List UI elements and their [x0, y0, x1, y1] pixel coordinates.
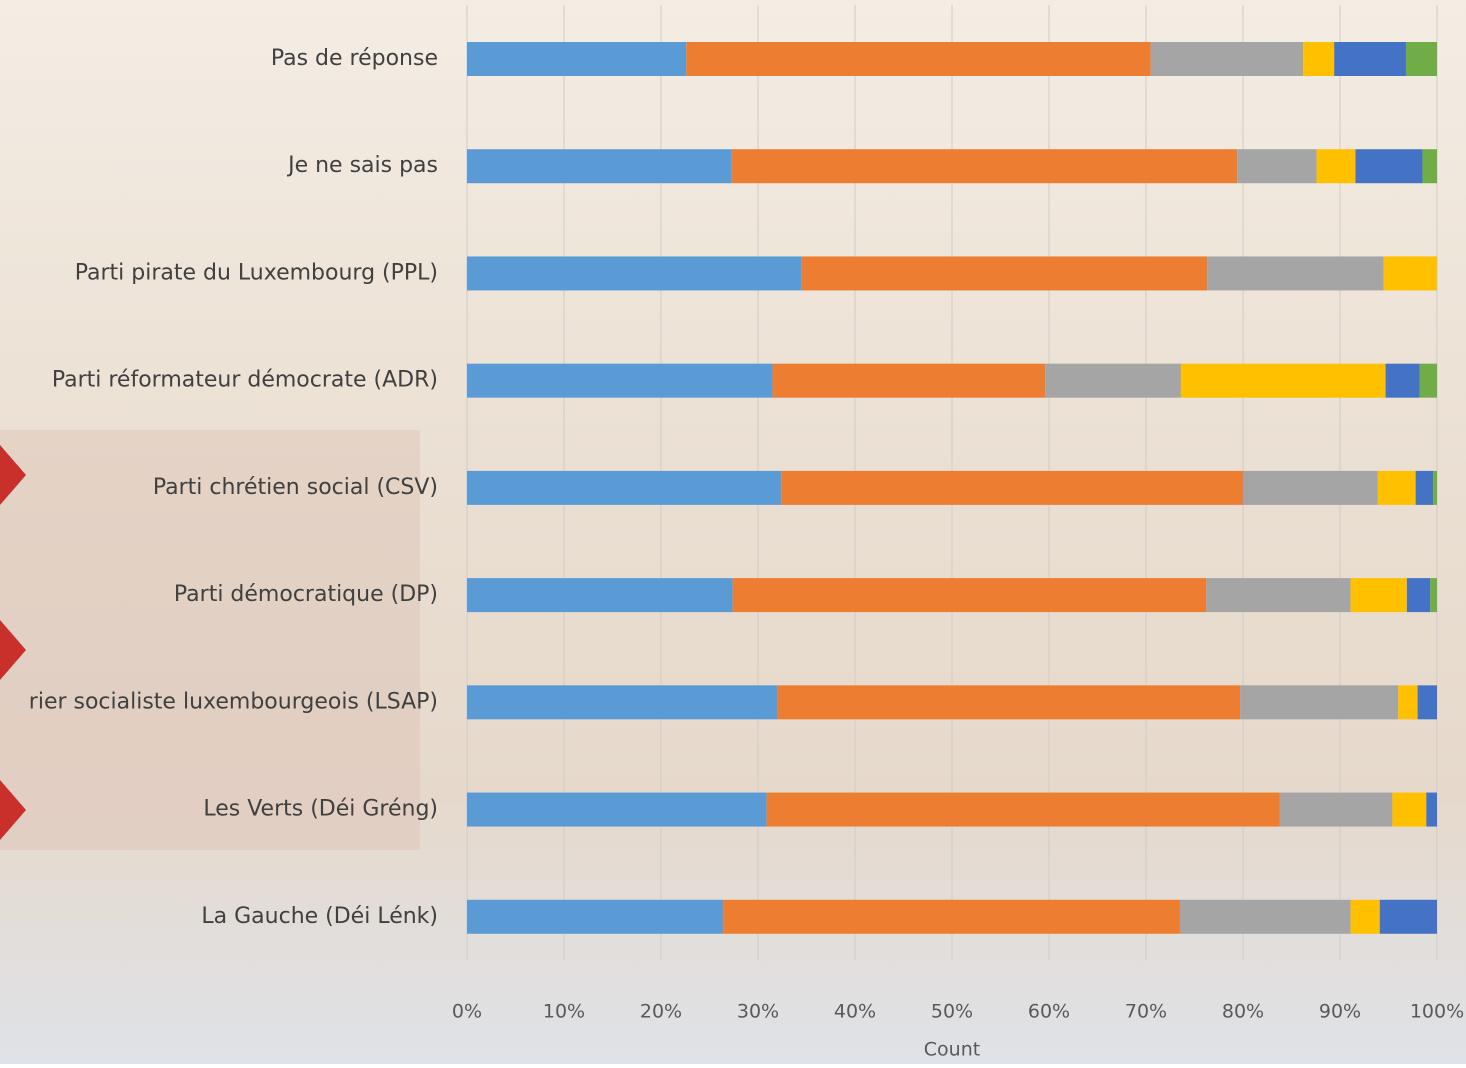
- x-tick-label: 100%: [1410, 1001, 1464, 1023]
- bar-segment: [1405, 42, 1437, 76]
- bar-segment: [467, 792, 767, 827]
- y-tick-label: La Gauche (Déi Lénk): [201, 904, 438, 929]
- x-tick-label: 0%: [452, 1001, 482, 1023]
- bar-segment: [467, 363, 773, 398]
- decor-arrow: [0, 780, 26, 840]
- bar-segment: [1355, 149, 1423, 184]
- bar-segment: [467, 899, 724, 934]
- bar-segment: [1045, 363, 1181, 398]
- bar-segment: [723, 899, 1180, 934]
- bar-segment: [1383, 256, 1437, 291]
- y-tick-label: Pas de réponse: [271, 46, 438, 71]
- bar-segment: [467, 578, 733, 613]
- bar-segment: [1279, 792, 1393, 827]
- bar-segment: [772, 363, 1046, 398]
- bar-segment: [1430, 578, 1437, 613]
- bar-segment: [1415, 470, 1434, 505]
- bar-segment: [781, 470, 1243, 505]
- bar-segment: [1180, 363, 1386, 398]
- bar-segment: [1316, 149, 1356, 184]
- bar-segment: [1179, 899, 1351, 934]
- bar-segment: [1419, 363, 1437, 398]
- bar-segment: [1206, 578, 1351, 613]
- bar-segment: [1303, 42, 1335, 76]
- bar-segment: [1207, 256, 1384, 291]
- x-tick-label: 50%: [931, 1001, 973, 1023]
- y-tick-label: Parti pirate du Luxembourg (PPL): [75, 260, 438, 285]
- y-tick-label: Parti chrétien social (CSV): [153, 475, 438, 500]
- bar-segment: [686, 42, 1151, 76]
- x-tick-label: 30%: [737, 1001, 779, 1023]
- bar-segment: [467, 256, 802, 291]
- bar-segment: [1150, 42, 1304, 76]
- x-tick-label: 80%: [1222, 1001, 1264, 1023]
- y-tick-label: Parti démocratique (DP): [174, 582, 438, 607]
- bar-segment: [1243, 470, 1378, 505]
- bar-segment: [777, 685, 1241, 720]
- bar-segment: [1433, 470, 1437, 505]
- bar-segment: [732, 578, 1207, 613]
- bar-segment: [1377, 470, 1416, 505]
- bar-segment: [1350, 578, 1407, 613]
- bar-segment: [467, 42, 687, 76]
- y-tick-label: Je ne sais pas: [286, 153, 438, 178]
- bar-segment: [1350, 899, 1380, 934]
- x-tick-label: 60%: [1028, 1001, 1070, 1023]
- background-seats: [0, 430, 420, 850]
- bar-segment: [1379, 899, 1437, 934]
- y-tick-label: rier socialiste luxembourgeois (LSAP): [29, 689, 438, 714]
- x-tick-label: 90%: [1319, 1001, 1361, 1023]
- bar-segment: [1406, 578, 1431, 613]
- x-tick-label: 20%: [640, 1001, 682, 1023]
- x-tick-label: 70%: [1125, 1001, 1167, 1023]
- bar-segment: [467, 685, 778, 720]
- y-tick-label: Les Verts (Déi Gréng): [203, 797, 438, 822]
- x-axis-title: Count: [924, 1039, 980, 1061]
- bar-segment: [731, 149, 1238, 184]
- bar-segment: [1385, 363, 1420, 398]
- bar-segment: [1392, 792, 1427, 827]
- bar-segment: [1334, 42, 1406, 76]
- y-tick-label: Parti réformateur démocrate (ADR): [52, 368, 438, 393]
- x-tick-label: 10%: [543, 1001, 585, 1023]
- x-tick-label: 40%: [834, 1001, 876, 1023]
- bar-segment: [766, 792, 1280, 827]
- decor-arrow: [0, 445, 26, 505]
- bar-segment: [1422, 149, 1437, 184]
- bar-segment: [1237, 149, 1317, 184]
- bar-segment: [1426, 792, 1437, 827]
- decor-arrow: [0, 620, 26, 680]
- bar-segment: [1240, 685, 1399, 720]
- bar-segment: [1398, 685, 1418, 720]
- bar-segment: [801, 256, 1208, 291]
- bar-segment: [1417, 685, 1437, 720]
- bar-segment: [467, 470, 782, 505]
- bar-segment: [467, 149, 732, 184]
